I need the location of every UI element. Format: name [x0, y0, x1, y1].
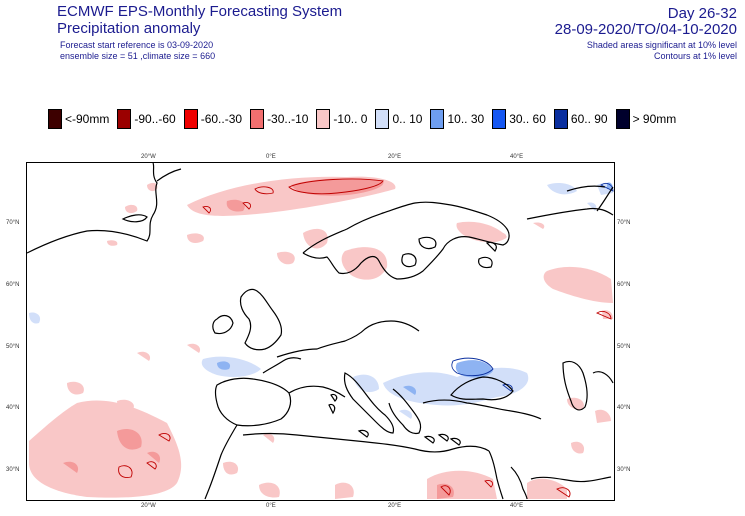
legend-item: -60..-30 [183, 109, 243, 129]
legend-item: -10.. 0 [316, 109, 367, 129]
top-lon-label: 40°E [510, 154, 524, 160]
significance-contours-positive [451, 182, 614, 392]
legend-swatch [615, 109, 630, 129]
shading-significance-note: Shaded areas significant at 10% level [586, 40, 737, 50]
legend-item: 0.. 10 [375, 109, 422, 129]
anomaly-light-positive [29, 183, 613, 419]
legend-label: -60..-30 [200, 112, 243, 126]
legend-label: -90..-60 [134, 112, 176, 126]
legend-label: -10.. 0 [333, 112, 368, 126]
legend-label: > 90mm [632, 112, 677, 126]
precipitation-anomaly-map [26, 162, 615, 501]
coastlines [26, 162, 614, 500]
right-lat-label: 60°N [617, 282, 631, 288]
legend-swatch [117, 109, 132, 129]
left-lat-label: 70°N [6, 220, 20, 226]
top-lon-label: 20°W [141, 154, 156, 160]
system-title: ECMWF EPS-Monthly Forecasting System [57, 3, 343, 20]
legend-label: 0.. 10 [392, 112, 423, 126]
left-lat-label: 30°N [6, 467, 20, 473]
right-lat-label: 70°N [617, 220, 631, 226]
legend-item: 60.. 90 [553, 109, 608, 129]
legend-item: <-90mm [48, 109, 109, 129]
legend-label: 10.. 30 [447, 112, 485, 126]
bottom-lon-label: 40°E [510, 503, 524, 509]
legend-label: <-90mm [65, 112, 110, 126]
date-range: 28-09-2020/TO/04-10-2020 [554, 21, 737, 38]
legend-swatch [183, 109, 198, 129]
left-lat-label: 60°N [6, 282, 20, 288]
product-title: Precipitation anomaly [57, 20, 201, 37]
day-range: Day 26-32 [667, 5, 737, 22]
top-lon-label: 20°E [388, 154, 402, 160]
legend-item: -90..-60 [117, 109, 176, 129]
bottom-lon-label: 0°E [266, 503, 276, 509]
legend-item: > 90mm [615, 109, 677, 129]
legend-item: 10.. 30 [430, 109, 484, 129]
bottom-lon-label: 20°E [388, 503, 402, 509]
forecast-start-info: Forecast start reference is 03-09-2020 [60, 40, 214, 50]
legend-swatch [375, 109, 390, 129]
bottom-lon-label: 20°W [141, 503, 156, 509]
top-lon-label: 0°E [266, 154, 276, 160]
legend-swatch [492, 109, 507, 129]
anomaly-moderate-negative [63, 178, 454, 499]
legend-label: 60.. 90 [570, 112, 608, 126]
anomaly-moderate-positive [217, 182, 613, 395]
map-canvas [26, 162, 614, 500]
legend-item: -30..-10 [250, 109, 308, 129]
left-lat-label: 50°N [6, 344, 20, 350]
contour-significance-note: Contours at 1% level [653, 51, 737, 61]
anomaly-light-negative [29, 176, 613, 499]
legend-swatch [48, 109, 62, 129]
legend-swatch [316, 109, 331, 129]
right-lat-label: 30°N [617, 467, 631, 473]
left-lat-label: 40°N [6, 405, 20, 411]
legend-label: -30..-10 [267, 112, 309, 126]
legend-item: 30.. 60 [492, 109, 546, 129]
significance-contours-negative [118, 178, 612, 498]
legend-swatch [250, 109, 265, 129]
legend-swatch [553, 109, 568, 129]
right-lat-label: 50°N [617, 344, 631, 350]
right-lat-label: 40°N [617, 405, 631, 411]
legend-swatch [430, 109, 445, 129]
legend-label: 30.. 60 [509, 112, 546, 126]
color-legend: <-90mm -90..-60 -60..-30 -30..-10 -10.. … [48, 108, 684, 130]
ensemble-info: ensemble size = 51 ,climate size = 660 [60, 51, 216, 61]
